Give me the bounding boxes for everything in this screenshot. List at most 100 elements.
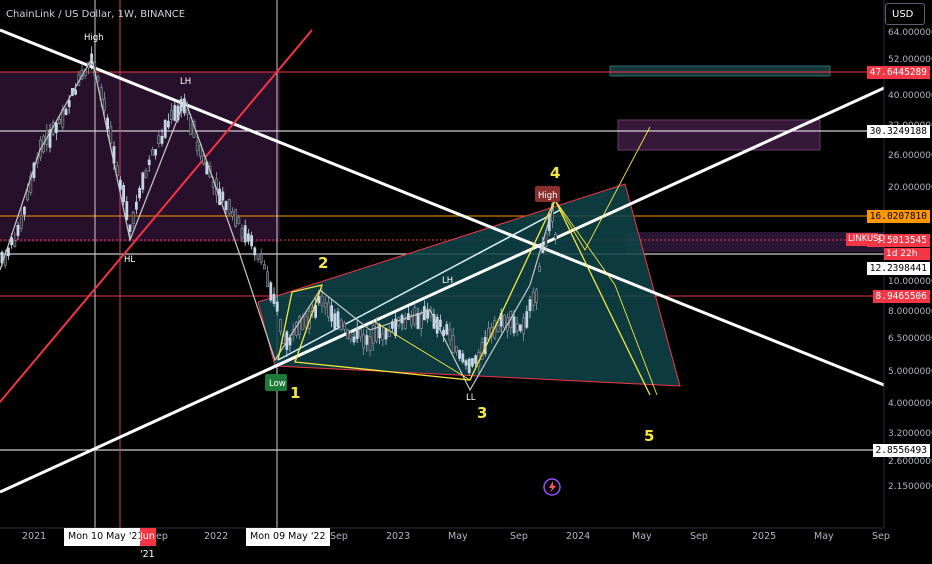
bar-countdown: 1d 22h: [884, 248, 930, 260]
candle-body: [458, 350, 462, 359]
candle-body: [253, 247, 257, 256]
price-tick: 5.0000000: [888, 367, 932, 377]
candle-body: [154, 149, 158, 156]
candle-body: [269, 282, 273, 301]
label-hl: HL: [124, 255, 135, 265]
lightning-icon[interactable]: [543, 478, 561, 496]
candle-body: [330, 305, 334, 322]
price-tick: 26.0000000: [888, 151, 932, 161]
candle-body: [157, 135, 161, 144]
time-tick: Sep: [510, 531, 528, 542]
ascending-trendline: [0, 86, 885, 494]
price-tick: 2.1500000: [888, 482, 932, 492]
candle-body: [422, 306, 426, 321]
candle-body: [106, 117, 110, 130]
low-badge: [265, 374, 287, 391]
label-low: Low: [269, 379, 286, 389]
candle-body: [138, 188, 142, 199]
price-tag: 16.0207810: [866, 210, 930, 223]
candle-body: [262, 264, 266, 270]
candle-body: [74, 89, 78, 95]
candle-body: [275, 301, 279, 312]
candle-body: [54, 122, 58, 133]
candle-body: [531, 291, 535, 306]
candle-body: [336, 311, 340, 327]
purple-zone-right: [617, 119, 821, 151]
candle-body: [259, 254, 263, 263]
candle-body: [464, 360, 468, 366]
price-tick: 8.0000000: [888, 307, 932, 317]
candle-body: [234, 208, 238, 227]
candle-body: [371, 325, 375, 344]
price-tick: 2.6000000: [888, 457, 932, 467]
candle-body: [163, 119, 167, 138]
trendlines: [0, 28, 885, 494]
candle-body: [64, 108, 68, 116]
price-tag: 2.8556493: [872, 444, 930, 457]
candle-body: [346, 329, 350, 340]
price-tag: 12.2398441: [866, 262, 930, 275]
candle-body: [19, 214, 23, 229]
candle-body: [544, 232, 548, 247]
candle-body: [538, 266, 542, 272]
candle-body: [237, 217, 241, 225]
chart-labels: High LH HL Low LH LL High 1 2 3 4 5: [84, 33, 654, 445]
candle-body: [135, 201, 138, 210]
candle-body: [227, 199, 231, 214]
label-high-badge: High: [538, 191, 558, 201]
wave-5: 5: [644, 427, 654, 445]
candle-body: [266, 271, 270, 288]
price-tag: 30.3249188: [866, 125, 930, 138]
candle-body: [339, 319, 343, 330]
candle-body: [224, 201, 228, 211]
candle-body: [362, 334, 366, 349]
price-tag: 8.9465506: [872, 290, 930, 303]
candle-body: [534, 289, 538, 303]
descending-trendline: [0, 28, 885, 387]
candle-body: [67, 100, 71, 107]
candle-body: [231, 211, 234, 217]
chart-canvas[interactable]: High LH HL Low LH LL High 1 2 3 4 5: [0, 0, 932, 550]
candle-body: [349, 332, 353, 340]
wave-3: 3: [477, 404, 487, 422]
candle-body: [502, 315, 506, 329]
symbol-title[interactable]: ChainLink / US Dollar, 1W, BINANCE: [6, 9, 186, 20]
candle-body: [278, 319, 282, 333]
currency-button[interactable]: USD: [885, 3, 925, 25]
candle-body: [151, 149, 154, 156]
candle-body: [554, 233, 558, 239]
candle-body: [195, 141, 199, 152]
time-tick: 2021: [22, 531, 47, 542]
candle-body: [419, 314, 423, 329]
candle-body: [103, 98, 106, 111]
candle-body: [10, 237, 14, 246]
candle-body: [486, 327, 490, 340]
time-tick: Sep: [690, 531, 708, 542]
candle-body: [16, 224, 20, 236]
candle-body: [170, 110, 174, 120]
candle-body: [109, 126, 113, 144]
candle-body: [48, 129, 52, 148]
candle-body: [160, 135, 164, 144]
wave-alt: [554, 199, 658, 396]
time-tick: 2025: [752, 531, 777, 542]
crosshair-label-may22: Mon 09 May '22: [246, 528, 330, 546]
candle-body: [518, 324, 522, 331]
price-zones: [0, 65, 885, 252]
price-tag: 13.5013545: [866, 234, 930, 247]
time-tick: May: [632, 531, 652, 542]
candle-body: [211, 181, 215, 188]
candle-body: [144, 170, 148, 179]
candle-body: [240, 227, 244, 239]
candle-body: [390, 321, 394, 329]
label-high-top: High: [84, 33, 104, 43]
candle-body: [323, 302, 327, 308]
candle-body: [541, 243, 545, 254]
candle-body: [352, 336, 356, 343]
candle-body: [141, 172, 145, 190]
candle-body: [320, 295, 324, 306]
time-tick: May: [448, 531, 468, 542]
symbol-price-tag: LINKUSD: [846, 233, 886, 246]
candle-body: [451, 335, 455, 353]
candle-body: [22, 206, 26, 215]
